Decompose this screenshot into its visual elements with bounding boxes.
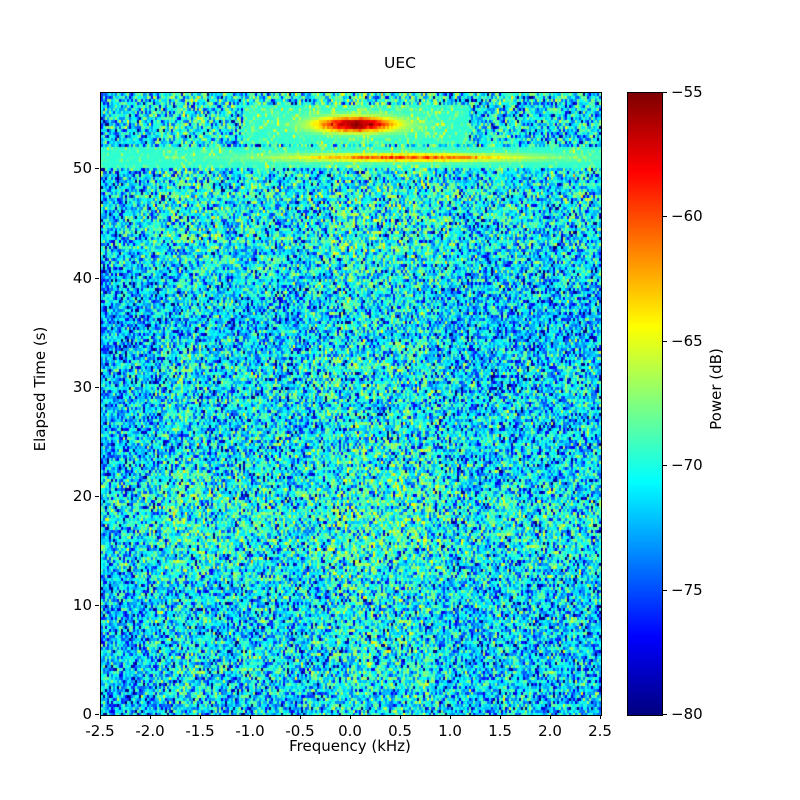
colorbar-tick-mark <box>663 589 667 591</box>
x-tick-mark <box>150 715 151 719</box>
x-tick-label: 0.0 <box>338 722 362 740</box>
x-tick-label: -1.5 <box>185 722 215 740</box>
colorbar-tick-label: −70 <box>671 456 703 475</box>
spectrogram-image[interactable] <box>101 93 601 715</box>
colorbar-tick-mark <box>663 92 667 93</box>
x-tick-mark <box>550 715 551 719</box>
colorbar-gradient <box>628 93 662 715</box>
colorbar-tick-mark <box>663 714 667 715</box>
y-tick-mark <box>95 168 99 170</box>
y-tick-label: 50 <box>72 159 92 178</box>
y-tick-mark <box>95 277 99 279</box>
x-tick-label: 0.5 <box>388 722 412 740</box>
colorbar-tick-mark <box>663 340 667 342</box>
colorbar[interactable] <box>627 92 663 716</box>
x-tick-label: -2.5 <box>85 722 115 740</box>
x-axis-label: Frequency (kHz) <box>289 737 411 755</box>
y-tick-mark <box>95 714 99 715</box>
x-tick-label: 2.5 <box>588 722 612 740</box>
x-tick-label: 2.0 <box>538 722 562 740</box>
x-tick-label: -2.0 <box>135 722 165 740</box>
colorbar-tick-mark <box>663 465 667 467</box>
y-tick-mark <box>95 386 99 388</box>
colorbar-tick-label: −65 <box>671 331 703 350</box>
x-tick-mark <box>200 715 201 719</box>
x-tick-label: 1.5 <box>488 722 512 740</box>
x-tick-mark <box>400 715 401 719</box>
x-tick-mark <box>450 715 451 719</box>
x-tick-mark <box>250 715 251 719</box>
title-line-station: UEC <box>384 54 416 73</box>
x-tick-mark <box>350 715 351 719</box>
y-tick-label: 40 <box>72 268 92 287</box>
colorbar-tick-label: −60 <box>671 207 703 226</box>
y-tick-mark <box>95 495 99 497</box>
y-tick-label: 20 <box>72 486 92 505</box>
x-tick-mark <box>600 715 601 719</box>
x-tick-mark <box>100 715 101 719</box>
colorbar-tick-label: −80 <box>671 705 703 723</box>
colorbar-tick-label: −75 <box>671 580 703 599</box>
spectrogram-plot-area[interactable] <box>100 92 602 716</box>
x-tick-label: -1.0 <box>235 722 265 740</box>
colorbar-label: Power (dB) <box>707 348 725 430</box>
y-tick-label: 0 <box>82 705 92 723</box>
x-tick-label: 1.0 <box>438 722 462 740</box>
colorbar-tick-mark <box>663 216 667 218</box>
y-tick-label: 30 <box>72 377 92 396</box>
y-tick-mark <box>95 604 99 606</box>
x-tick-label: -0.5 <box>285 722 315 740</box>
x-tick-mark <box>500 715 501 719</box>
x-tick-mark <box>300 715 301 719</box>
y-tick-label: 10 <box>72 595 92 614</box>
colorbar-tick-label: −55 <box>671 83 703 101</box>
